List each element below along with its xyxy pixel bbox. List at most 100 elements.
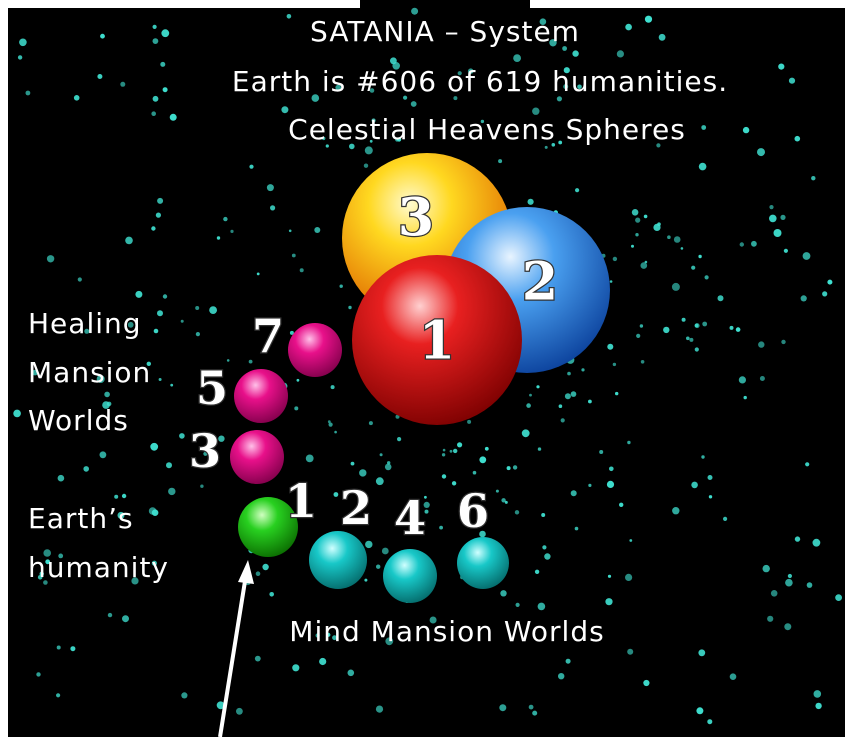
star (382, 548, 389, 555)
star (788, 574, 792, 578)
star (160, 62, 165, 67)
star (380, 453, 383, 456)
star (485, 447, 489, 451)
sphere (309, 531, 367, 589)
star (179, 433, 185, 439)
star (19, 39, 27, 47)
star (629, 539, 632, 542)
star (499, 704, 506, 711)
star (801, 295, 807, 301)
star (18, 55, 22, 59)
star (682, 318, 686, 322)
star (617, 50, 624, 57)
star (571, 490, 577, 496)
star (364, 579, 367, 582)
star (767, 616, 773, 622)
star (566, 659, 571, 664)
star (627, 649, 633, 655)
star (287, 14, 292, 19)
star (695, 347, 699, 351)
star (294, 406, 298, 410)
star (572, 50, 578, 56)
star (538, 603, 546, 611)
star (411, 8, 418, 15)
star (805, 462, 809, 466)
star (784, 623, 791, 630)
star (97, 74, 102, 79)
star (751, 241, 757, 247)
star (558, 673, 564, 679)
caption: Celestial Heavens Spheres (288, 113, 686, 146)
sphere-number: 1 (419, 311, 455, 372)
mind-label: Mind Mansion Worlds (289, 615, 604, 648)
star (613, 363, 616, 366)
healing-label: Worlds (28, 404, 129, 437)
star (535, 570, 539, 574)
star (104, 392, 110, 398)
star (376, 565, 380, 569)
star (376, 706, 383, 713)
star (255, 656, 261, 662)
star (58, 475, 65, 482)
star (292, 254, 296, 258)
star (588, 400, 592, 404)
star (516, 603, 520, 607)
star (807, 582, 813, 588)
star (743, 127, 749, 133)
star (607, 344, 613, 350)
star (757, 148, 765, 156)
star (609, 467, 614, 472)
star (608, 575, 611, 578)
star (723, 517, 727, 521)
star (439, 526, 443, 530)
star (359, 469, 366, 476)
star (135, 291, 142, 298)
star (151, 226, 155, 230)
star (571, 391, 577, 397)
sphere-number: 3 (189, 424, 221, 478)
star (376, 477, 384, 485)
star (262, 564, 268, 570)
star (769, 205, 773, 209)
star (13, 410, 21, 418)
star (526, 403, 531, 408)
star (763, 565, 770, 572)
star (702, 322, 707, 327)
star (289, 230, 292, 233)
star (701, 125, 706, 130)
star (200, 485, 203, 488)
star (544, 553, 550, 559)
star (795, 536, 800, 541)
star (653, 224, 660, 231)
star (195, 306, 199, 310)
sphere-number: 5 (196, 361, 228, 415)
star (640, 324, 643, 327)
star (47, 255, 54, 262)
star (532, 711, 537, 716)
star (334, 431, 337, 434)
star (781, 340, 785, 344)
star (631, 245, 634, 248)
star (718, 295, 724, 301)
star (443, 449, 446, 452)
star (780, 215, 785, 220)
star (613, 257, 617, 261)
star (385, 464, 392, 471)
star (758, 341, 764, 347)
star (559, 404, 563, 408)
star (153, 96, 159, 102)
star (605, 598, 612, 605)
star (450, 450, 453, 453)
star (163, 294, 167, 298)
star (328, 420, 331, 423)
sphere (457, 537, 509, 589)
star (249, 165, 253, 169)
star (181, 692, 187, 698)
star (635, 233, 638, 236)
star (108, 613, 112, 617)
star (152, 509, 159, 516)
sphere-number: 3 (398, 188, 434, 249)
star (575, 188, 579, 192)
star (209, 306, 217, 314)
star (740, 242, 744, 246)
